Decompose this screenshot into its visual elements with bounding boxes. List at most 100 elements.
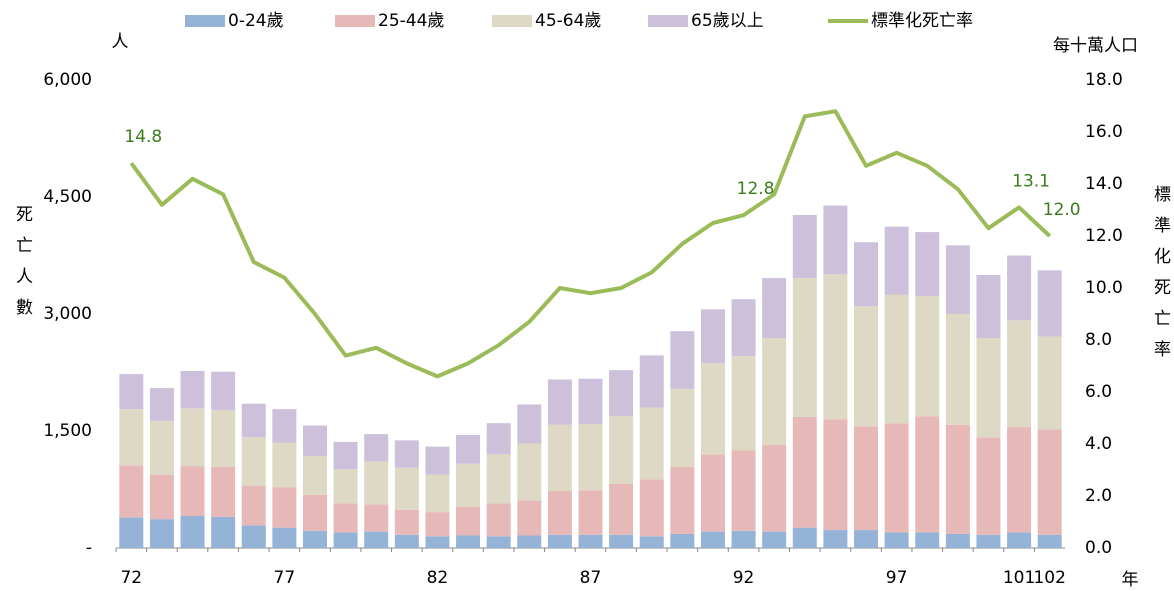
bar [364, 531, 389, 548]
legend-label: 25-44歲 [378, 11, 444, 31]
bar [486, 536, 511, 548]
legend-label: 標準化死亡率 [871, 11, 973, 31]
y-tick-label: 6,000 [43, 70, 92, 90]
bar [976, 275, 1001, 339]
legend-swatch [335, 15, 375, 27]
bar [670, 466, 695, 534]
legend-swatch [648, 15, 688, 27]
data-label: 13.1 [1012, 171, 1050, 191]
bar [731, 356, 756, 451]
bar [976, 534, 1001, 548]
bar [945, 245, 970, 314]
x-axis-label: 年 [1122, 570, 1139, 590]
bar [241, 437, 266, 486]
bar [149, 519, 174, 548]
bar [915, 532, 940, 548]
bar [1007, 255, 1032, 321]
bar [762, 338, 787, 446]
bar [578, 378, 603, 424]
data-label: 14.8 [124, 127, 162, 147]
bar [272, 409, 297, 443]
bar [241, 485, 266, 526]
data-label: 12.8 [737, 179, 775, 199]
bar [119, 409, 144, 466]
bar [639, 536, 664, 548]
legend-swatch [492, 15, 532, 27]
x-tick-label: 97 [886, 568, 908, 588]
bar [731, 530, 756, 548]
y2-tick-label: 2.0 [1085, 486, 1112, 506]
bar [547, 491, 572, 535]
bar [945, 533, 970, 548]
x-tick-label: 87 [580, 568, 602, 588]
bar [639, 355, 664, 408]
bar [639, 407, 664, 480]
bar [333, 441, 358, 470]
y2-tick-label: 4.0 [1085, 434, 1112, 454]
legend-swatch [185, 15, 225, 27]
bar [302, 494, 327, 531]
bar [1037, 429, 1062, 535]
x-tick-label: 77 [274, 568, 296, 588]
bar [486, 503, 511, 537]
bar [884, 226, 909, 295]
bar [976, 437, 1001, 535]
bar [211, 371, 236, 410]
bar [486, 423, 511, 455]
bar [823, 205, 848, 275]
bar [425, 512, 450, 537]
bar [394, 509, 419, 535]
y-tick-label: - [86, 538, 92, 558]
bar [456, 463, 481, 507]
bar [609, 534, 634, 548]
bar [364, 461, 389, 505]
y-tick-label: 4,500 [43, 187, 92, 207]
bar [119, 517, 144, 548]
bar [364, 504, 389, 532]
bar [731, 299, 756, 357]
bar [456, 506, 481, 536]
bar [854, 426, 879, 531]
y2-tick-label: 14.0 [1085, 174, 1123, 194]
bar [1007, 532, 1032, 548]
bar [976, 338, 1001, 438]
bar [700, 363, 725, 455]
bar [762, 278, 787, 339]
bar [731, 450, 756, 531]
bar [517, 500, 542, 536]
y2-tick-label: 12.0 [1085, 226, 1123, 246]
bar [149, 388, 174, 421]
bar [945, 424, 970, 534]
bar [517, 535, 542, 548]
bar [180, 408, 205, 467]
bar [823, 530, 848, 548]
bar [517, 443, 542, 501]
bar [180, 516, 205, 548]
y2-axis-label: 標準化死亡率 [1150, 185, 1171, 371]
bar [333, 469, 358, 504]
bar [149, 420, 174, 475]
bar [211, 516, 236, 548]
bar [823, 274, 848, 420]
bar [1007, 427, 1032, 533]
y2-tick-label: 18.0 [1085, 70, 1123, 90]
y2-tick-label: 16.0 [1085, 122, 1123, 142]
bar [915, 296, 940, 417]
bar [1037, 534, 1062, 548]
y2-tick-label: 6.0 [1085, 382, 1112, 402]
bar [547, 424, 572, 492]
bar [762, 445, 787, 532]
bar [670, 388, 695, 467]
bar [272, 487, 297, 528]
bar [302, 530, 327, 548]
bar [241, 525, 266, 548]
bar [854, 242, 879, 307]
bar [456, 535, 481, 548]
bar [700, 454, 725, 532]
bar [425, 474, 450, 513]
bar [915, 232, 940, 297]
bar [517, 404, 542, 444]
bar [762, 531, 787, 548]
bar [364, 434, 389, 462]
